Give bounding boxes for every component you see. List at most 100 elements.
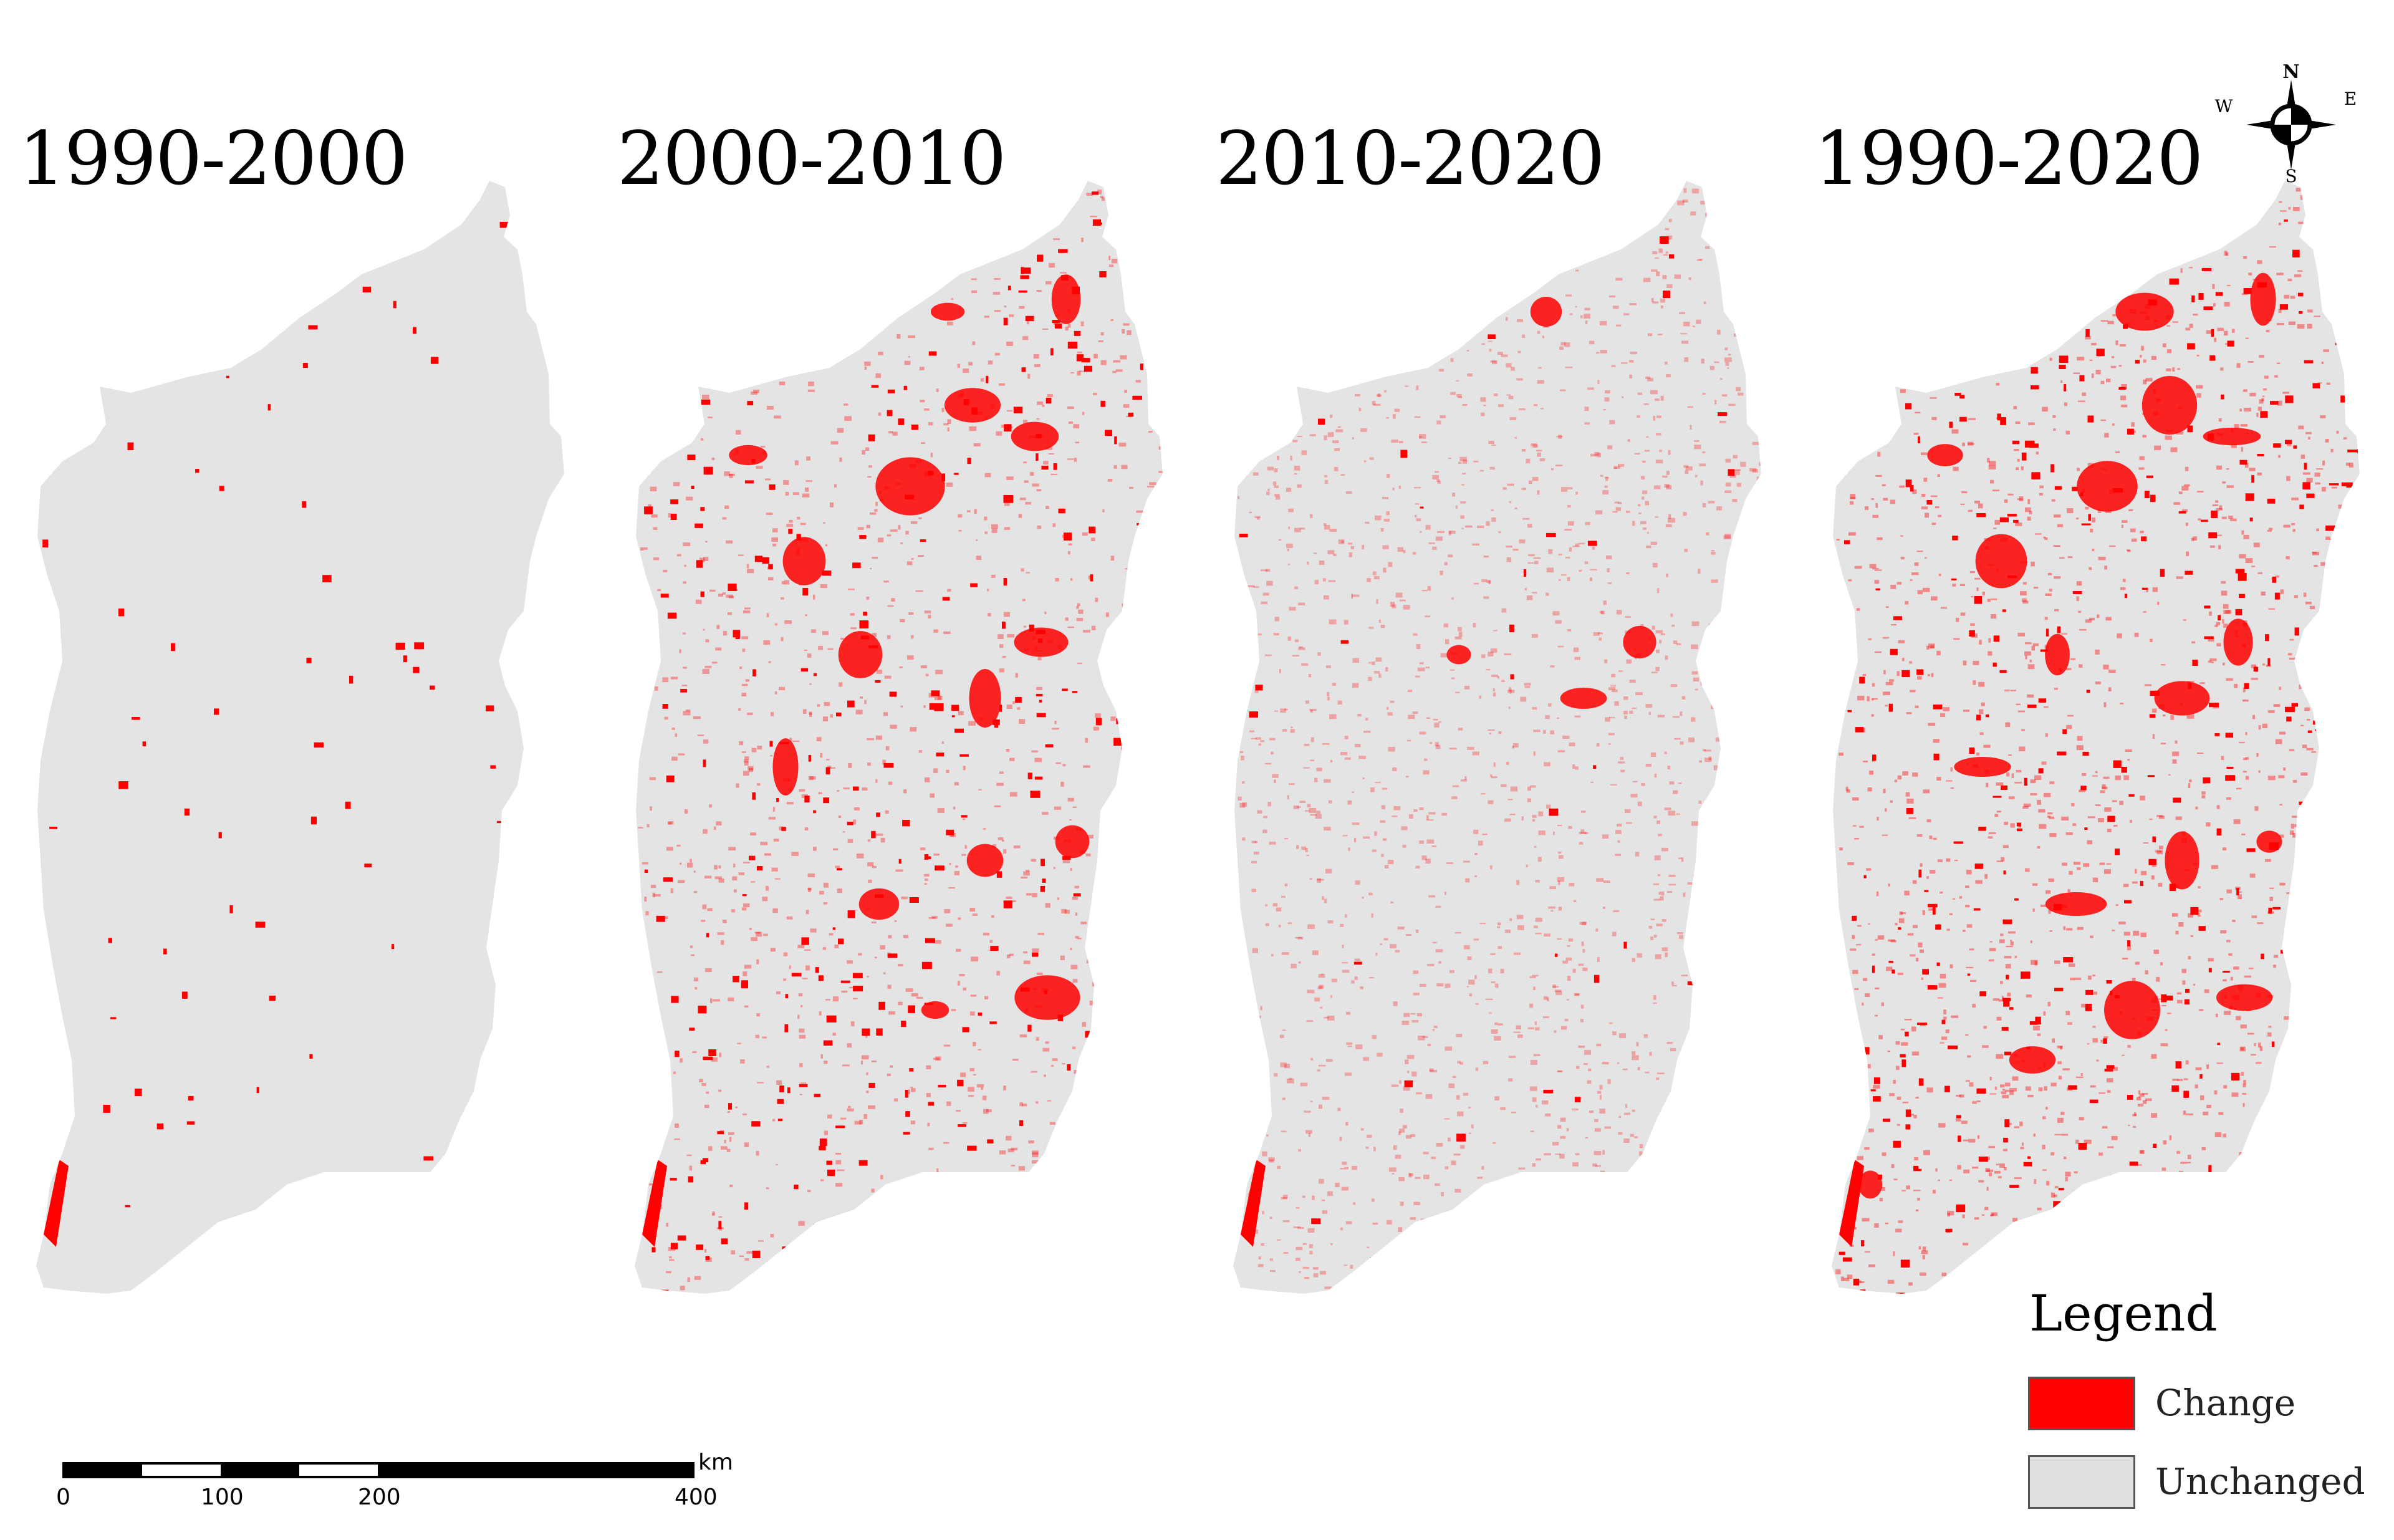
change-speckle bbox=[1473, 623, 1476, 628]
change-speckle bbox=[1080, 922, 1087, 925]
change-speckle bbox=[1548, 549, 1553, 554]
change-speckle bbox=[2218, 545, 2221, 549]
change-speckle bbox=[2244, 975, 2251, 978]
change-speckle bbox=[1023, 461, 1027, 464]
change-speckle bbox=[1045, 1041, 1049, 1044]
change-speckle bbox=[1409, 814, 1413, 819]
change-speckle bbox=[918, 555, 924, 557]
change-speckle bbox=[894, 1098, 898, 1102]
change-speckle bbox=[1491, 1029, 1498, 1034]
change-speckle bbox=[678, 753, 685, 756]
change-speckle bbox=[680, 1058, 683, 1063]
change-speckle bbox=[2127, 759, 2130, 761]
change-patch bbox=[941, 473, 946, 481]
change-speckle bbox=[1938, 1179, 1941, 1181]
change-speckle bbox=[1373, 1147, 1376, 1152]
change-speckle bbox=[2276, 323, 2284, 325]
change-speckle bbox=[2021, 1142, 2024, 1146]
change-speckle bbox=[1678, 782, 1682, 784]
change-speckle bbox=[1673, 640, 1678, 644]
change-speckle bbox=[1974, 501, 1980, 504]
change-speckle bbox=[2014, 1126, 2019, 1129]
change-patch bbox=[2307, 730, 2312, 733]
change-speckle bbox=[1393, 806, 1401, 811]
change-speckle bbox=[2225, 610, 2231, 614]
change-speckle bbox=[2243, 389, 2247, 392]
change-speckle bbox=[716, 821, 722, 825]
change-speckle bbox=[1013, 845, 1021, 849]
change-speckle bbox=[1314, 997, 1320, 1002]
change-speckle bbox=[2092, 548, 2095, 551]
change-speckle bbox=[1975, 880, 1983, 884]
change-speckle bbox=[1312, 1267, 1319, 1270]
change-speckle bbox=[1507, 799, 1513, 801]
change-patch bbox=[688, 1176, 694, 1183]
change-speckle bbox=[1371, 662, 1375, 665]
change-speckle bbox=[1327, 1016, 1335, 1021]
change-speckle bbox=[744, 1005, 749, 1008]
change-speckle bbox=[1473, 460, 1479, 463]
change-speckle bbox=[1256, 517, 1260, 520]
change-speckle bbox=[978, 789, 982, 791]
change-speckle bbox=[850, 613, 855, 616]
change-speckle bbox=[2143, 379, 2147, 385]
change-patch bbox=[2251, 475, 2254, 483]
change-speckle bbox=[1598, 637, 1602, 641]
change-speckle bbox=[743, 862, 750, 864]
change-speckle bbox=[640, 547, 644, 551]
change-patch bbox=[1860, 1289, 1866, 1294]
change-speckle bbox=[2280, 210, 2287, 212]
change-speckle bbox=[2029, 660, 2032, 663]
change-speckle bbox=[2249, 392, 2256, 397]
urban-change-cluster bbox=[1623, 625, 1656, 659]
change-speckle bbox=[1557, 877, 1565, 882]
change-speckle bbox=[1661, 847, 1668, 852]
urban-change-cluster bbox=[1014, 627, 1069, 657]
change-speckle bbox=[1963, 1139, 1969, 1142]
change-patch bbox=[2279, 304, 2288, 310]
change-speckle bbox=[1872, 514, 1879, 518]
change-speckle bbox=[1317, 652, 1321, 656]
change-speckle bbox=[671, 756, 678, 761]
change-speckle bbox=[2087, 1043, 2090, 1045]
change-patch bbox=[1019, 1120, 1024, 1126]
change-speckle bbox=[1626, 659, 1632, 664]
change-speckle bbox=[2098, 509, 2102, 513]
change-speckle bbox=[2047, 572, 2052, 575]
change-speckle bbox=[1380, 528, 1384, 532]
change-speckle bbox=[1280, 708, 1286, 713]
change-speckle bbox=[2024, 803, 2031, 807]
change-speckle bbox=[650, 806, 652, 811]
change-speckle bbox=[1651, 297, 1654, 302]
change-speckle bbox=[2157, 602, 2160, 605]
change-speckle bbox=[2006, 945, 2013, 948]
change-speckle bbox=[2042, 1145, 2045, 1150]
change-speckle bbox=[1498, 531, 1501, 534]
change-speckle bbox=[885, 810, 889, 814]
change-speckle bbox=[1428, 812, 1436, 815]
change-speckle bbox=[2298, 425, 2304, 430]
change-patch bbox=[1663, 291, 1670, 299]
change-patch bbox=[2199, 1074, 2203, 1079]
change-patch bbox=[847, 821, 853, 825]
change-speckle bbox=[1994, 814, 1998, 817]
change-speckle bbox=[1344, 757, 1351, 760]
change-speckle bbox=[2122, 520, 2128, 523]
change-speckle bbox=[1650, 390, 1658, 395]
change-patch bbox=[1898, 927, 1901, 930]
change-speckle bbox=[1572, 764, 1575, 769]
change-speckle bbox=[982, 1095, 987, 1100]
change-speckle bbox=[2175, 740, 2178, 744]
change-patch bbox=[1340, 640, 1348, 644]
change-speckle bbox=[1455, 505, 1458, 509]
change-speckle bbox=[792, 740, 800, 742]
change-speckle bbox=[1993, 527, 1997, 529]
change-speckle bbox=[742, 907, 747, 911]
change-speckle bbox=[1448, 1137, 1451, 1142]
change-speckle bbox=[1690, 211, 1696, 216]
change-speckle bbox=[1524, 588, 1527, 590]
change-speckle bbox=[1266, 491, 1270, 495]
change-speckle bbox=[1333, 554, 1337, 556]
change-speckle bbox=[1659, 450, 1662, 453]
scale-tick-200: 200 bbox=[358, 1485, 401, 1510]
